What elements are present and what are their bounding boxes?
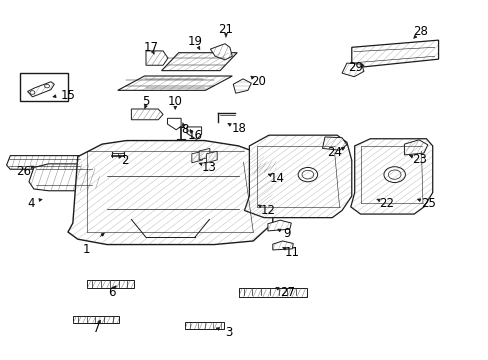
Circle shape: [44, 84, 49, 88]
Text: 8: 8: [181, 123, 188, 136]
Polygon shape: [167, 118, 181, 130]
Text: 7: 7: [93, 322, 101, 335]
Polygon shape: [404, 140, 427, 155]
Text: 14: 14: [269, 172, 285, 185]
Text: 29: 29: [347, 60, 363, 73]
Text: 22: 22: [379, 197, 394, 210]
Polygon shape: [29, 164, 100, 191]
Polygon shape: [267, 220, 291, 231]
Circle shape: [383, 167, 405, 183]
Polygon shape: [118, 76, 232, 90]
Text: 16: 16: [187, 129, 202, 142]
Polygon shape: [244, 135, 351, 218]
Circle shape: [302, 170, 313, 179]
Polygon shape: [6, 156, 82, 169]
Polygon shape: [322, 137, 346, 150]
Polygon shape: [350, 139, 432, 214]
Bar: [20, 73, 68, 101]
Text: 13: 13: [202, 161, 216, 174]
Text: 19: 19: [187, 35, 202, 49]
Text: 24: 24: [326, 145, 342, 158]
Text: 12: 12: [260, 204, 275, 217]
Circle shape: [30, 91, 35, 94]
Text: 23: 23: [411, 153, 426, 166]
Text: 25: 25: [421, 197, 435, 210]
Polygon shape: [68, 140, 272, 244]
Text: 11: 11: [284, 246, 299, 259]
Text: 26: 26: [17, 165, 32, 177]
Text: 15: 15: [61, 89, 75, 102]
Circle shape: [298, 167, 317, 182]
Text: 28: 28: [413, 25, 427, 38]
Text: 10: 10: [167, 95, 183, 108]
Text: 4: 4: [27, 197, 35, 210]
Polygon shape: [199, 148, 209, 160]
Text: 1: 1: [82, 243, 90, 256]
Text: 3: 3: [225, 326, 232, 339]
Polygon shape: [253, 162, 265, 175]
Text: 27: 27: [279, 287, 294, 300]
Text: 5: 5: [142, 95, 149, 108]
Polygon shape: [264, 160, 276, 173]
Polygon shape: [186, 127, 201, 139]
Polygon shape: [27, 82, 54, 97]
Polygon shape: [161, 53, 237, 71]
Polygon shape: [233, 79, 251, 93]
Polygon shape: [210, 44, 232, 60]
Polygon shape: [191, 151, 202, 163]
Polygon shape: [73, 316, 119, 323]
Polygon shape: [87, 280, 134, 288]
Text: 21: 21: [218, 23, 233, 36]
Text: 2: 2: [121, 154, 128, 167]
Text: 9: 9: [283, 227, 290, 240]
Polygon shape: [341, 63, 363, 77]
Text: 18: 18: [231, 122, 245, 135]
Text: 17: 17: [143, 41, 158, 54]
Polygon shape: [206, 151, 217, 163]
Text: 6: 6: [108, 287, 115, 300]
Polygon shape: [351, 40, 438, 68]
Polygon shape: [131, 109, 163, 120]
Polygon shape: [272, 241, 293, 250]
Text: 20: 20: [250, 75, 265, 88]
Polygon shape: [184, 321, 224, 329]
Circle shape: [387, 170, 400, 179]
Polygon shape: [238, 288, 306, 297]
Polygon shape: [146, 51, 167, 65]
